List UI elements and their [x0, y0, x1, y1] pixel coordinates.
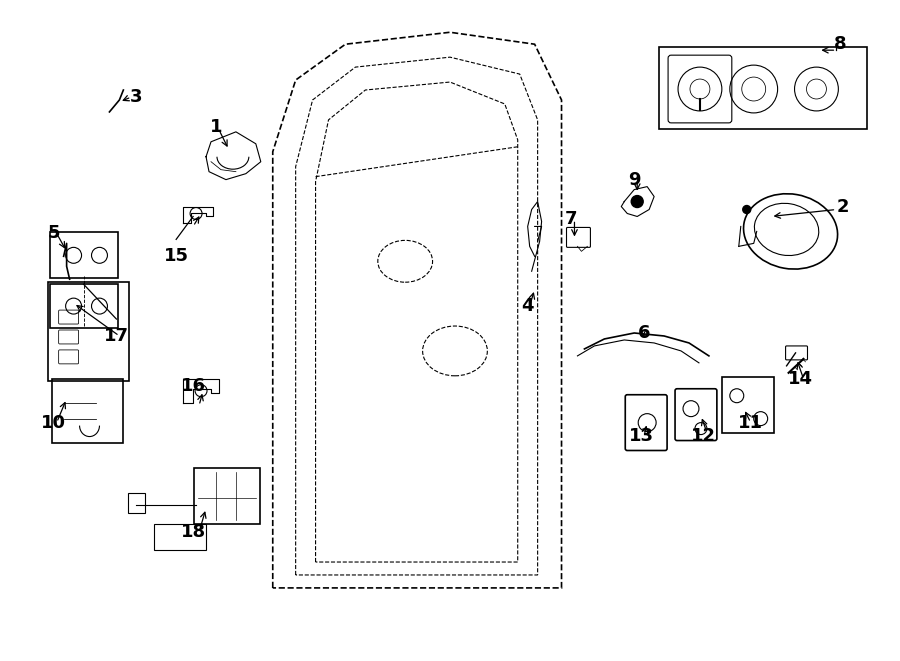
Text: 3: 3: [130, 88, 142, 106]
Text: 5: 5: [48, 225, 60, 243]
Text: 2: 2: [837, 198, 850, 215]
Text: 17: 17: [104, 327, 129, 345]
Text: 13: 13: [629, 426, 653, 445]
Text: 9: 9: [628, 171, 641, 188]
Text: 11: 11: [738, 414, 763, 432]
Text: 12: 12: [691, 426, 716, 445]
Text: 1: 1: [210, 118, 222, 136]
Text: 16: 16: [181, 377, 205, 395]
Text: 6: 6: [638, 324, 651, 342]
Text: 8: 8: [834, 35, 847, 53]
Circle shape: [742, 206, 751, 214]
Text: 14: 14: [788, 369, 813, 388]
Text: 4: 4: [521, 297, 534, 315]
Circle shape: [631, 196, 644, 208]
Text: 7: 7: [565, 210, 578, 229]
Text: 10: 10: [41, 414, 67, 432]
Text: 18: 18: [181, 523, 205, 541]
Text: 15: 15: [164, 247, 189, 265]
